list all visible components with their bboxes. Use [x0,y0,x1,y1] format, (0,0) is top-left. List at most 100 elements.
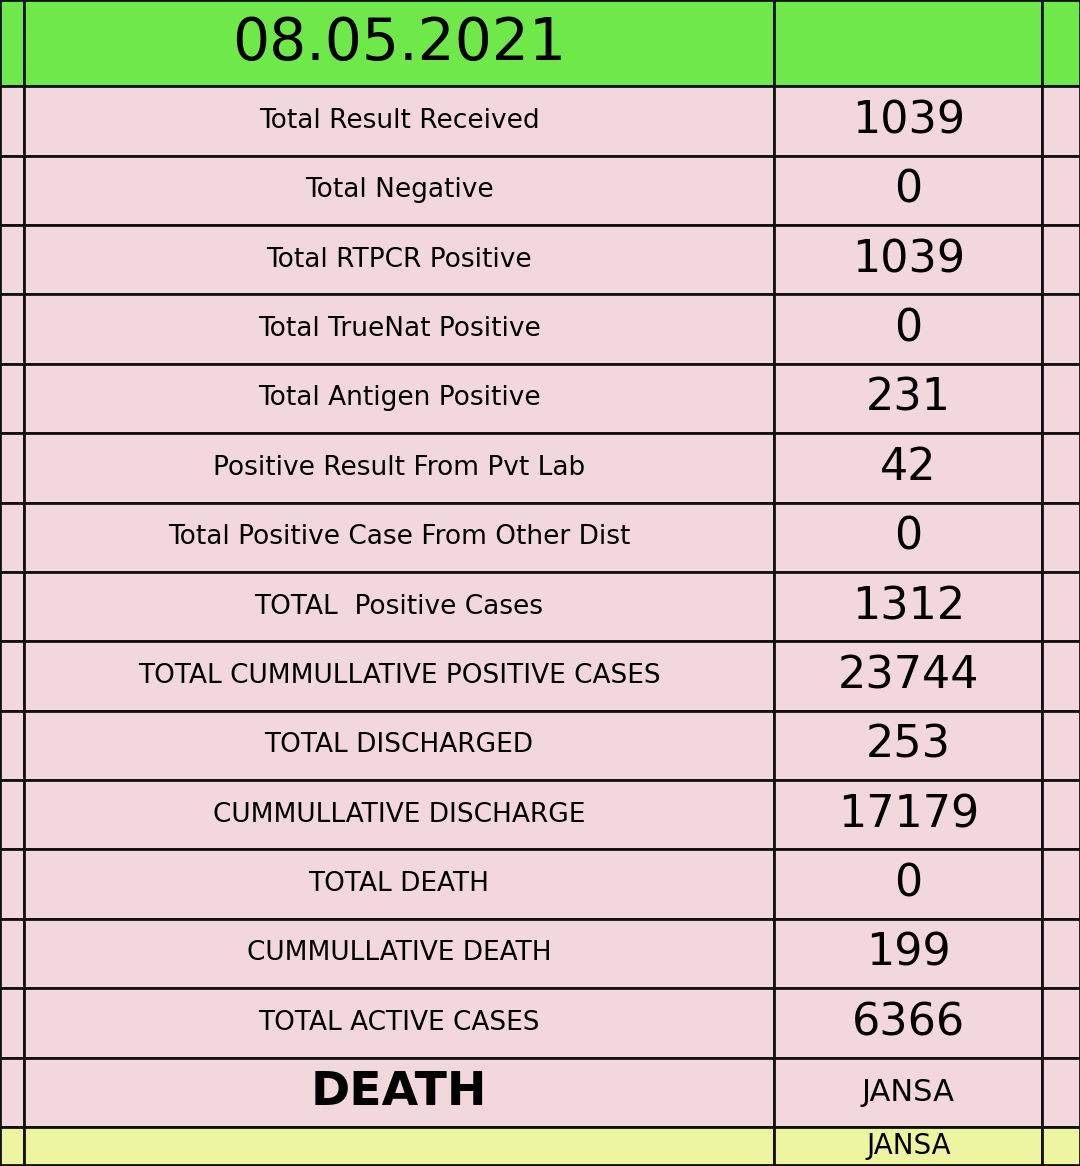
Bar [1042,1058,1080,1126]
Bar [0,155,24,225]
Text: 231: 231 [866,377,950,420]
Text: JANSA: JANSA [866,1132,950,1160]
Bar [24,641,774,710]
Bar [24,849,774,919]
Bar [0,364,24,433]
Bar [0,919,24,988]
Bar [0,86,24,155]
Bar [1042,710,1080,780]
Text: CUMMULLATIVE DISCHARGE: CUMMULLATIVE DISCHARGE [213,802,585,828]
Text: 0: 0 [894,308,922,351]
Bar [1042,0,1080,86]
Text: Total Negative: Total Negative [305,177,494,203]
Text: Total RTPCR Positive: Total RTPCR Positive [267,247,531,273]
Text: 1312: 1312 [852,585,964,628]
Text: Total Result Received: Total Result Received [259,108,539,134]
Bar [774,988,1042,1058]
Bar [0,294,24,364]
Bar [0,1058,24,1126]
Bar [24,86,774,155]
Bar [1042,573,1080,641]
Bar [24,225,774,294]
Bar [774,710,1042,780]
Text: Total TrueNat Positive: Total TrueNat Positive [258,316,540,342]
Bar [1042,86,1080,155]
Bar [774,225,1042,294]
Bar [1042,849,1080,919]
Bar [774,0,1042,86]
Bar [24,988,774,1058]
Bar [24,433,774,503]
Bar [1042,780,1080,849]
Bar [1042,225,1080,294]
Bar [1042,503,1080,571]
Bar [24,710,774,780]
Bar [24,294,774,364]
Bar [774,919,1042,988]
Bar [1042,1126,1080,1166]
Bar [24,0,774,86]
Bar [774,573,1042,641]
Text: 6366: 6366 [852,1002,964,1045]
Text: JANSA: JANSA [862,1077,955,1107]
Bar [0,433,24,503]
Bar [0,641,24,710]
Bar [774,433,1042,503]
Text: TOTAL DISCHARGED: TOTAL DISCHARGED [265,732,534,758]
Bar [0,225,24,294]
Bar [24,1058,774,1126]
Bar [0,710,24,780]
Text: 0: 0 [894,515,922,559]
Text: DEATH: DEATH [311,1069,487,1115]
Text: TOTAL  Positive Cases: TOTAL Positive Cases [255,593,543,619]
Bar [0,849,24,919]
Text: Positive Result From Pvt Lab: Positive Result From Pvt Lab [213,455,585,480]
Bar [1042,641,1080,710]
Bar [0,503,24,571]
Text: TOTAL CUMMULLATIVE POSITIVE CASES: TOTAL CUMMULLATIVE POSITIVE CASES [138,663,660,689]
Text: TOTAL DEATH: TOTAL DEATH [309,871,489,897]
Bar [774,155,1042,225]
Text: 1039: 1039 [852,238,964,281]
Bar [0,0,24,86]
Bar [774,641,1042,710]
Bar [24,573,774,641]
Text: 1039: 1039 [852,99,964,142]
Text: CUMMULLATIVE DEATH: CUMMULLATIVE DEATH [246,941,552,967]
Bar [774,780,1042,849]
Text: 23744: 23744 [837,654,980,697]
Bar [774,294,1042,364]
Text: 0: 0 [894,863,922,906]
Text: 199: 199 [866,932,950,975]
Bar [774,1126,1042,1166]
Bar [1042,294,1080,364]
Text: 42: 42 [880,447,936,490]
Text: 08.05.2021: 08.05.2021 [232,15,566,71]
Bar [24,155,774,225]
Bar [0,1126,24,1166]
Bar [24,503,774,571]
Bar [1042,988,1080,1058]
Text: Total Antigen Positive: Total Antigen Positive [258,386,540,412]
Bar [24,919,774,988]
Bar [0,780,24,849]
Bar [774,364,1042,433]
Text: Total Positive Case From Other Dist: Total Positive Case From Other Dist [167,525,631,550]
Bar [774,1058,1042,1126]
Bar [1042,364,1080,433]
Bar [0,988,24,1058]
Bar [1042,433,1080,503]
Text: 0: 0 [894,169,922,212]
Bar [0,573,24,641]
Bar [1042,155,1080,225]
Text: TOTAL ACTIVE CASES: TOTAL ACTIVE CASES [258,1010,540,1035]
Bar [24,780,774,849]
Text: 253: 253 [866,724,950,767]
Text: 17179: 17179 [838,793,978,836]
Bar [24,1126,774,1166]
Bar [774,86,1042,155]
Bar [774,503,1042,571]
Bar [774,849,1042,919]
Bar [1042,919,1080,988]
Bar [24,364,774,433]
